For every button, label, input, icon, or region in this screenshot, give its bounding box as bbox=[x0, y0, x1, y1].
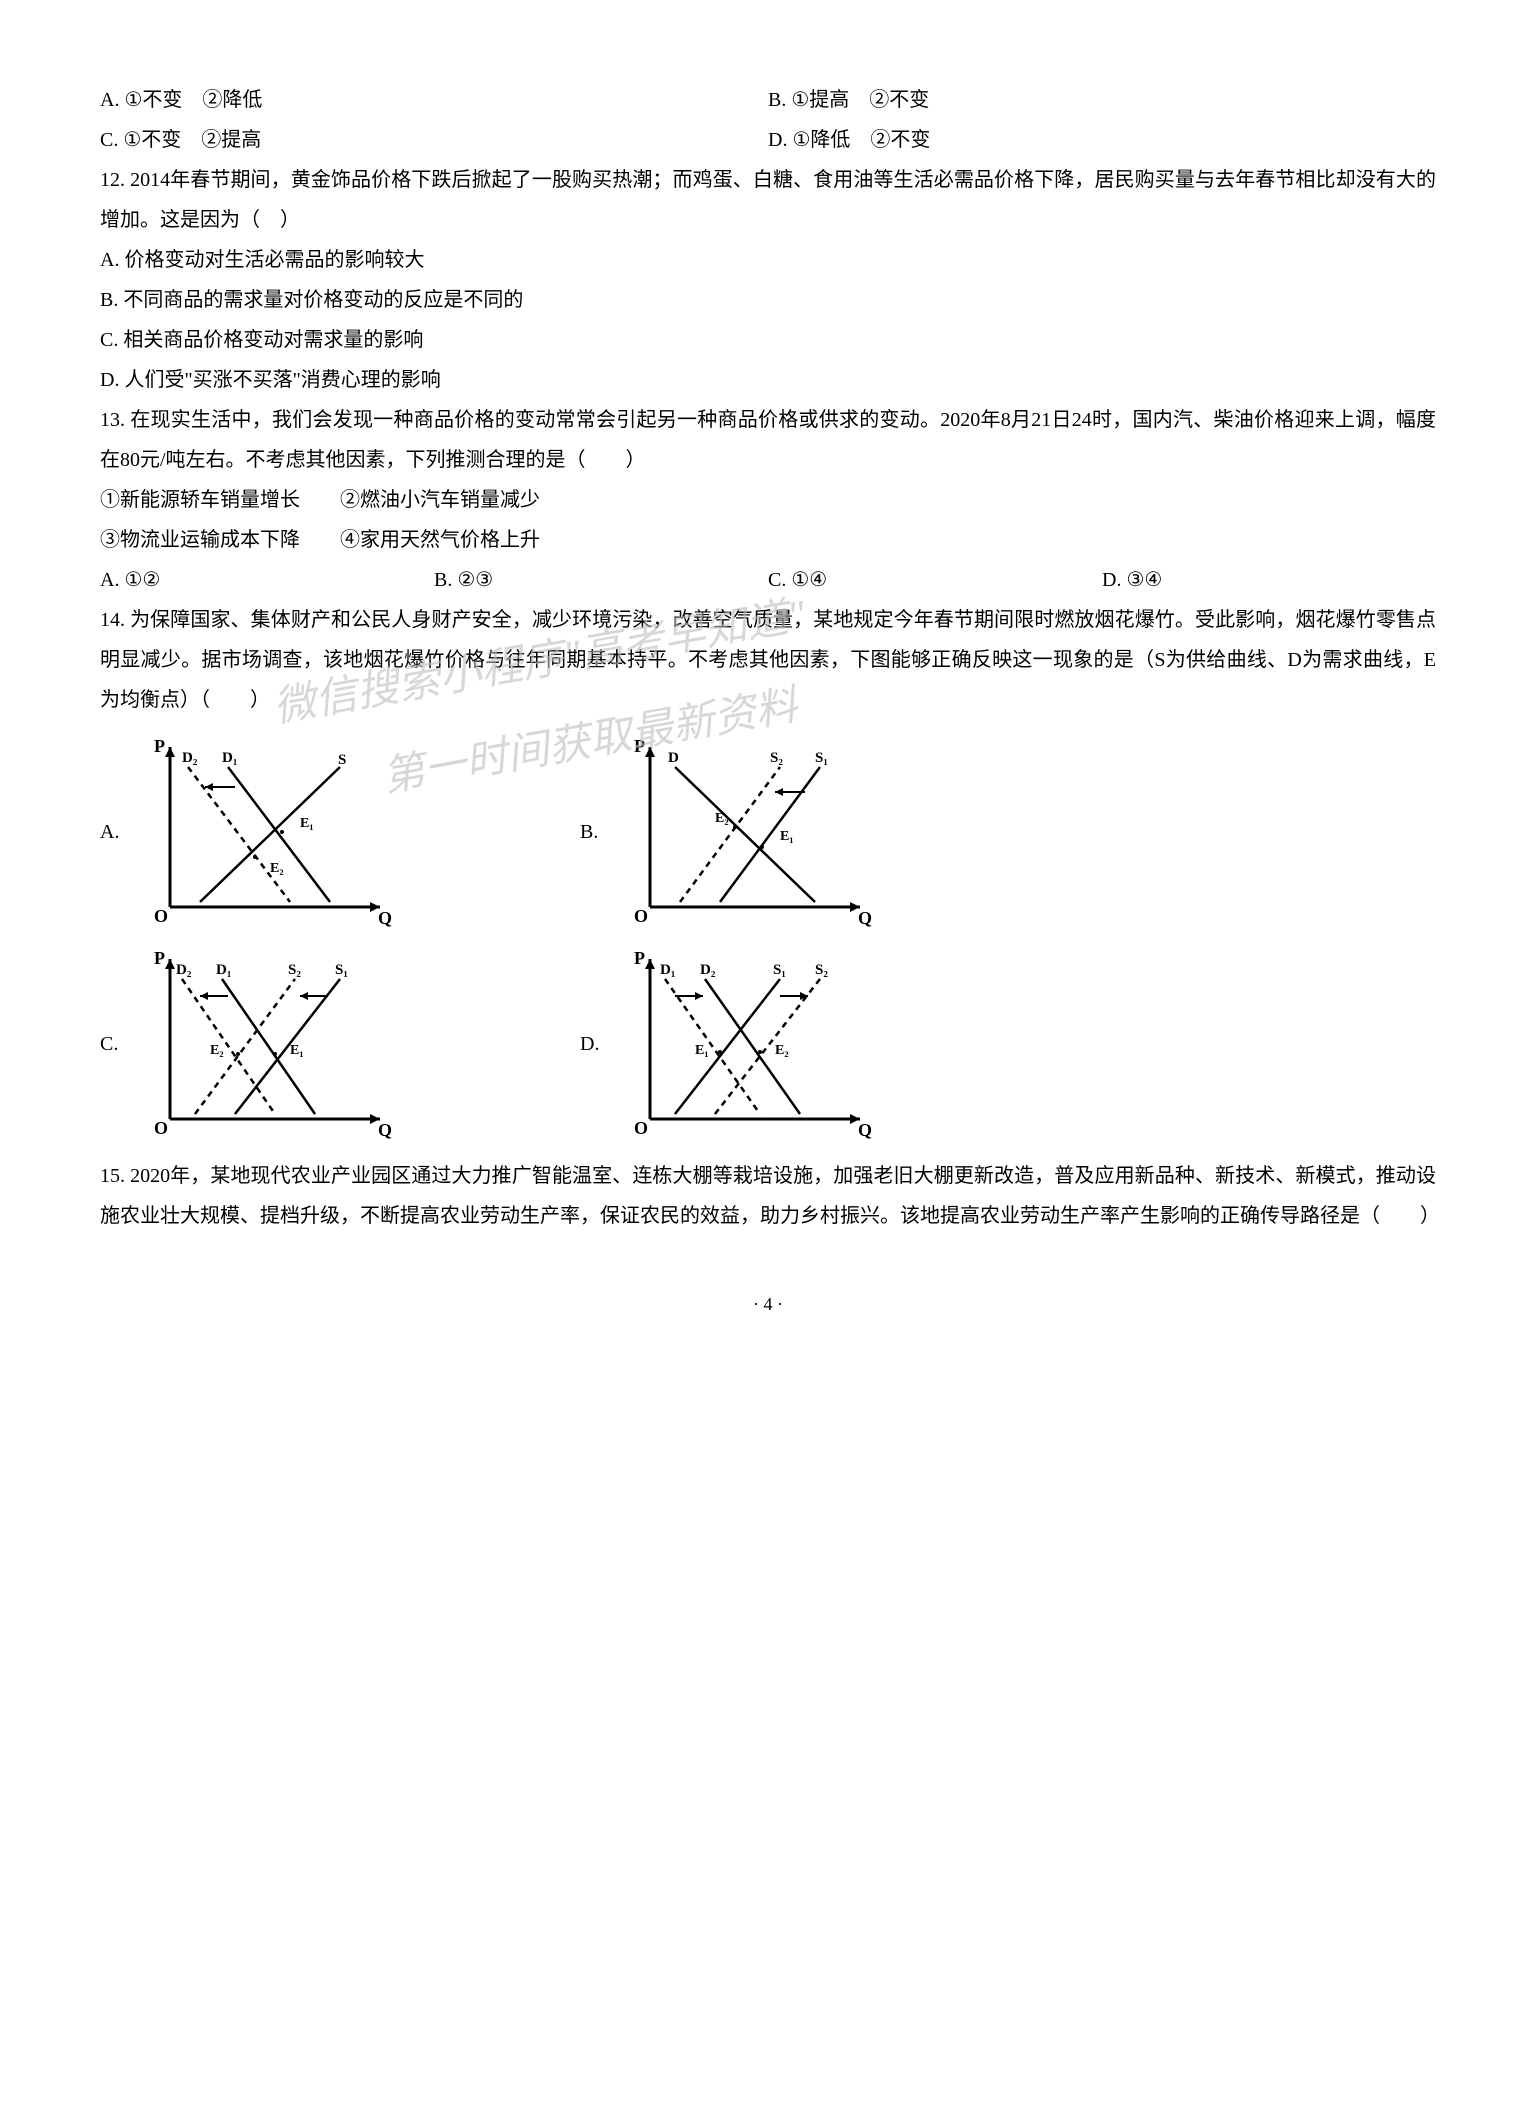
q13-statements-1: ①新能源轿车销量增长 ②燃油小汽车销量减少 bbox=[100, 480, 1436, 520]
q13-opt-d: D. ③④ bbox=[1102, 560, 1436, 600]
q14-charts-row-2: C. P O Q D₂ D₁ S₂ S₁ E₂ E₁ bbox=[100, 944, 1436, 1144]
q13-opt-c: C. ①④ bbox=[768, 560, 1102, 600]
svg-text:Q: Q bbox=[378, 1120, 392, 1140]
svg-text:D: D bbox=[668, 750, 679, 766]
q12-opt-a: A. 价格变动对生活必需品的影响较大 bbox=[100, 240, 1436, 280]
q14-opt-d-label: D. bbox=[580, 1024, 620, 1064]
q11-options: A. ①不变 ②降低 B. ①提高 ②不变 C. ①不变 ②提高 D. ①降低 … bbox=[100, 80, 1436, 160]
svg-text:E₁: E₁ bbox=[290, 1043, 304, 1058]
svg-text:S₂: S₂ bbox=[770, 750, 783, 766]
svg-text:S₁: S₁ bbox=[815, 750, 828, 766]
q13-statements-2: ③物流业运输成本下降 ④家用天然气价格上升 bbox=[100, 520, 1436, 560]
q12-opt-d: D. 人们受"买涨不买落"消费心理的影响 bbox=[100, 360, 1436, 400]
svg-text:D₁: D₁ bbox=[660, 962, 675, 978]
svg-text:D₁: D₁ bbox=[222, 750, 237, 766]
svg-text:S₁: S₁ bbox=[335, 962, 348, 978]
svg-text:O: O bbox=[154, 1118, 168, 1138]
q11-opt-c: C. ①不变 ②提高 bbox=[100, 120, 768, 160]
svg-text:E₂: E₂ bbox=[775, 1043, 789, 1058]
q14-chart-b: P O Q D S₂ S₁ E₂ E₁ bbox=[620, 732, 940, 932]
q13-opt-b: B. ②③ bbox=[434, 560, 768, 600]
q13-stem: 13. 在现实生活中，我们会发现一种商品价格的变动常常会引起另一种商品价格或供求… bbox=[100, 400, 1436, 480]
q14-chart-a: P O Q D₂ D₁ S E₁ E₂ bbox=[140, 732, 460, 932]
svg-text:S₁: S₁ bbox=[773, 962, 786, 978]
svg-text:P: P bbox=[154, 948, 165, 968]
q14-opt-c-label: C. bbox=[100, 1024, 140, 1064]
q14-opt-a-label: A. bbox=[100, 812, 140, 852]
svg-text:D₂: D₂ bbox=[700, 962, 716, 978]
q12-opt-b: B. 不同商品的需求量对价格变动的反应是不同的 bbox=[100, 280, 1436, 320]
q14-opt-b-label: B. bbox=[580, 812, 620, 852]
q12-opt-c: C. 相关商品价格变动对需求量的影响 bbox=[100, 320, 1436, 360]
svg-text:D₁: D₁ bbox=[216, 962, 231, 978]
q15-stem: 15. 2020年，某地现代农业产业园区通过大力推广智能温室、连栋大棚等栽培设施… bbox=[100, 1156, 1436, 1236]
svg-text:E₁: E₁ bbox=[300, 816, 314, 831]
svg-text:P: P bbox=[154, 736, 165, 756]
q11-opt-b: B. ①提高 ②不变 bbox=[768, 80, 1436, 120]
svg-text:S₂: S₂ bbox=[288, 962, 301, 978]
svg-text:E₁: E₁ bbox=[695, 1043, 709, 1058]
q13-opt-a: A. ①② bbox=[100, 560, 434, 600]
svg-text:Q: Q bbox=[378, 908, 392, 928]
page-number: · 4 · bbox=[100, 1286, 1436, 1322]
svg-text:Q: Q bbox=[858, 1120, 872, 1140]
svg-text:D₂: D₂ bbox=[176, 962, 192, 978]
svg-text:E₂: E₂ bbox=[270, 861, 284, 876]
q13-options: A. ①② B. ②③ C. ①④ D. ③④ bbox=[100, 560, 1436, 600]
svg-text:E₂: E₂ bbox=[715, 811, 729, 826]
q11-opt-a: A. ①不变 ②降低 bbox=[100, 80, 768, 120]
svg-text:E₁: E₁ bbox=[780, 829, 794, 844]
q14-chart-c: P O Q D₂ D₁ S₂ S₁ E₂ E₁ bbox=[140, 944, 460, 1144]
svg-text:O: O bbox=[634, 906, 648, 926]
q12-stem: 12. 2014年春节期间，黄金饰品价格下跌后掀起了一股购买热潮；而鸡蛋、白糖、… bbox=[100, 160, 1436, 240]
svg-text:S₂: S₂ bbox=[815, 962, 828, 978]
svg-text:Q: Q bbox=[858, 908, 872, 928]
q14-charts-row-1: A. P O Q D₂ D₁ S E₁ E₂ bbox=[100, 732, 1436, 932]
q11-opt-d: D. ①降低 ②不变 bbox=[768, 120, 1436, 160]
svg-text:S: S bbox=[338, 752, 346, 768]
svg-text:O: O bbox=[154, 906, 168, 926]
svg-text:O: O bbox=[634, 1118, 648, 1138]
q14-stem: 14. 为保障国家、集体财产和公民人身财产安全，减少环境污染，改善空气质量，某地… bbox=[100, 600, 1436, 720]
q14-chart-d: P O Q D₁ D₂ S₁ S₂ E₁ E₂ bbox=[620, 944, 940, 1144]
svg-text:P: P bbox=[634, 736, 645, 756]
svg-text:E₂: E₂ bbox=[210, 1043, 224, 1058]
svg-text:P: P bbox=[634, 948, 645, 968]
svg-text:D₂: D₂ bbox=[182, 750, 198, 766]
